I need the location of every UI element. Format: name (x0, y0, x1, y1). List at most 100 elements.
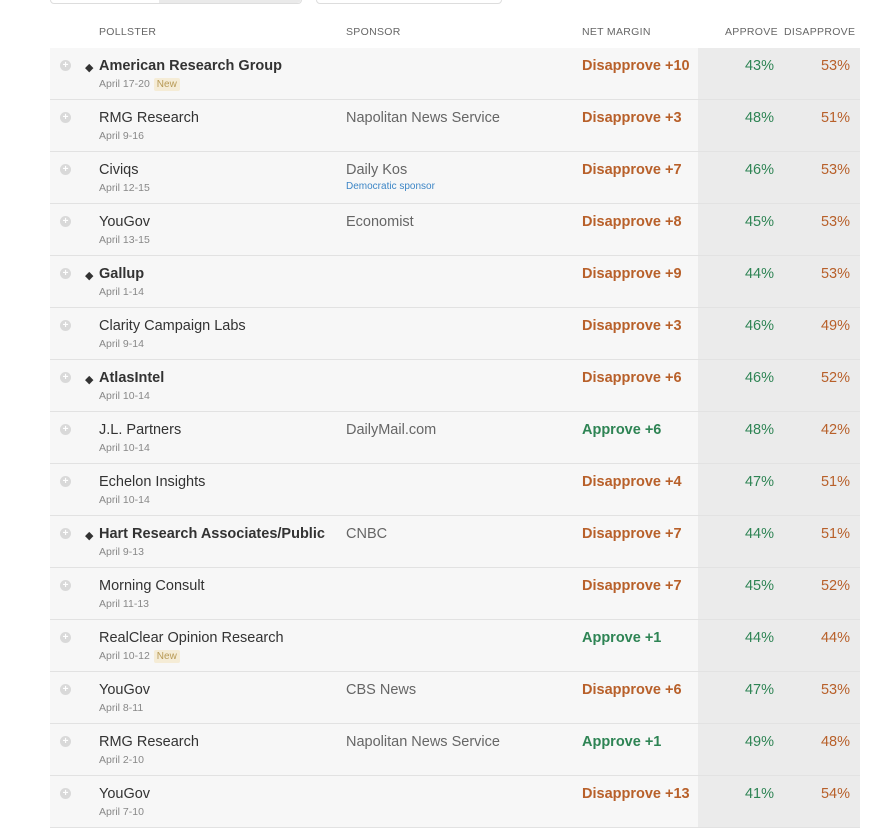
expand-icon[interactable]: + (60, 268, 71, 279)
expand-icon[interactable]: + (60, 580, 71, 591)
dates-text: April 9-14 (99, 338, 144, 350)
sponsor-name: CBS News (346, 682, 417, 698)
table-row[interactable]: + Clarity Campaign Labs April 9-14 Disappro… (50, 308, 860, 360)
net-margin: Disapprove +6 (582, 370, 682, 386)
approve-value: 46% (744, 318, 774, 334)
header-net-margin: NET MARGIN (582, 26, 651, 38)
results-column-shade (698, 48, 860, 99)
table-row[interactable]: + Morning Consult April 11-13 Disapprove +7… (50, 568, 860, 620)
disapprove-value: 51% (820, 474, 850, 490)
disapprove-value: 52% (820, 370, 850, 386)
dates-text: April 9-13 (99, 546, 144, 558)
pollster-name: Echelon Insights (99, 474, 206, 490)
table-row[interactable]: + RMG Research April 2-10 Napolitan News Se… (50, 724, 860, 776)
sponsor-name: CNBC (346, 526, 388, 542)
results-column-shade (698, 412, 860, 463)
expand-icon[interactable]: + (60, 424, 71, 435)
poll-dates: April 7-10 (99, 806, 144, 818)
table-row[interactable]: + ◆ Gallup April 1-14 Disapprove +9 44% 53% (50, 256, 860, 308)
table-row[interactable]: + RMG Research April 9-16 Napolitan News Se… (50, 100, 860, 152)
expand-icon[interactable]: + (60, 684, 71, 695)
dates-text: April 7-10 (99, 806, 144, 818)
table-row[interactable]: + ◆ American Research Group April 17-20 New D… (50, 48, 860, 100)
poll-dates: April 10-14 (99, 494, 150, 506)
expand-icon[interactable]: + (60, 736, 71, 747)
dates-text: April 9-16 (99, 130, 144, 142)
expand-icon[interactable]: + (60, 60, 71, 71)
dates-text: April 17-20 (99, 78, 150, 90)
table-row[interactable]: + YouGov April 8-11 CBS News Disapprove +6 47… (50, 672, 860, 724)
view-toggle-selected[interactable] (159, 0, 301, 3)
results-column-shade (698, 308, 860, 359)
disapprove-value: 44% (820, 630, 850, 646)
disapprove-value: 53% (820, 214, 850, 230)
expand-icon[interactable]: + (60, 788, 71, 799)
table-row[interactable]: + RealClear Opinion Research April 10-12 Ne… (50, 620, 860, 672)
disapprove-value: 51% (820, 526, 850, 542)
disapprove-value: 49% (820, 318, 850, 334)
poll-dates: April 13-15 (99, 234, 150, 246)
table-row[interactable]: + YouGov April 13-15 Economist Disapprove +8… (50, 204, 860, 256)
results-column-shade (698, 152, 860, 203)
pollster-name: Morning Consult (99, 578, 205, 594)
net-margin: Disapprove +7 (582, 162, 682, 178)
approve-value: 48% (744, 422, 774, 438)
net-margin: Disapprove +3 (582, 318, 682, 334)
expand-icon[interactable]: + (60, 164, 71, 175)
approve-value: 44% (744, 266, 774, 282)
polls-table: + ◆ American Research Group April 17-20 New D… (50, 48, 860, 828)
pollster-name: AtlasIntel (99, 370, 165, 386)
table-row[interactable]: + J.L. Partners April 10-14 DailyMail.com Ap… (50, 412, 860, 464)
dates-text: April 11-13 (99, 598, 149, 610)
dates-text: April 2-10 (99, 754, 144, 766)
results-column-shade (698, 204, 860, 255)
header-pollster: POLLSTER (99, 26, 157, 38)
dates-text: April 8-11 (99, 702, 144, 714)
results-column-shade (698, 256, 860, 307)
table-row[interactable]: + ◆ AtlasIntel April 10-14 Disapprove +6 46% 5… (50, 360, 860, 412)
poll-dates: April 9-16 (99, 130, 144, 142)
pollster-name: YouGov (99, 786, 151, 802)
results-column-shade (698, 568, 860, 619)
approve-value: 43% (744, 58, 774, 74)
poll-dates: April 17-20 New (99, 78, 180, 91)
table-row[interactable]: + ◆ Hart Research Associates/Public Opinio… (50, 516, 860, 568)
disapprove-value: 53% (820, 266, 850, 282)
dates-text: April 10-14 (99, 390, 150, 402)
results-column-shade (698, 464, 860, 515)
expand-icon[interactable]: + (60, 528, 71, 539)
filter-dropdown[interactable] (316, 0, 502, 4)
net-margin: Disapprove +7 (582, 578, 682, 594)
approve-value: 45% (744, 214, 774, 230)
results-column-shade (698, 672, 860, 723)
poll-dates: April 9-14 (99, 338, 144, 350)
expand-icon[interactable]: + (60, 632, 71, 643)
table-row[interactable]: + YouGov April 7-10 Disapprove +13 41% 54% (50, 776, 860, 828)
sponsor-name: Economist (346, 214, 414, 230)
header-disapprove: DISAPPROVE (784, 26, 856, 38)
poll-dates: April 8-11 (99, 702, 143, 714)
pollster-name: RMG Research (99, 110, 199, 126)
disapprove-value: 52% (820, 578, 850, 594)
poll-dates: April 10-14 (99, 390, 150, 402)
expand-icon[interactable]: + (60, 216, 71, 227)
table-row[interactable]: + Civiqs April 12-15 Daily Kos Democratic sp… (50, 152, 860, 204)
disapprove-value: 42% (820, 422, 850, 438)
poll-dates: April 11-13 (99, 598, 149, 610)
sponsor-name: Napolitan News Service (346, 734, 500, 750)
pollster-name: American Research Group (99, 58, 282, 74)
table-row[interactable]: + Echelon Insights April 10-14 Disapprove +… (50, 464, 860, 516)
expand-icon[interactable]: + (60, 320, 71, 331)
net-margin: Disapprove +8 (582, 214, 682, 230)
net-margin: Disapprove +4 (582, 474, 682, 490)
expand-icon[interactable]: + (60, 112, 71, 123)
view-toggle[interactable] (50, 0, 302, 4)
header-sponsor: SPONSOR (346, 26, 401, 38)
results-column-shade (698, 516, 860, 567)
results-column-shade (698, 776, 860, 827)
poll-dates: April 9-13 (99, 546, 144, 558)
expand-icon[interactable]: + (60, 476, 71, 487)
poll-dates: April 1-14 (99, 286, 144, 298)
sponsor-name: DailyMail.com (346, 422, 437, 438)
expand-icon[interactable]: + (60, 372, 71, 383)
